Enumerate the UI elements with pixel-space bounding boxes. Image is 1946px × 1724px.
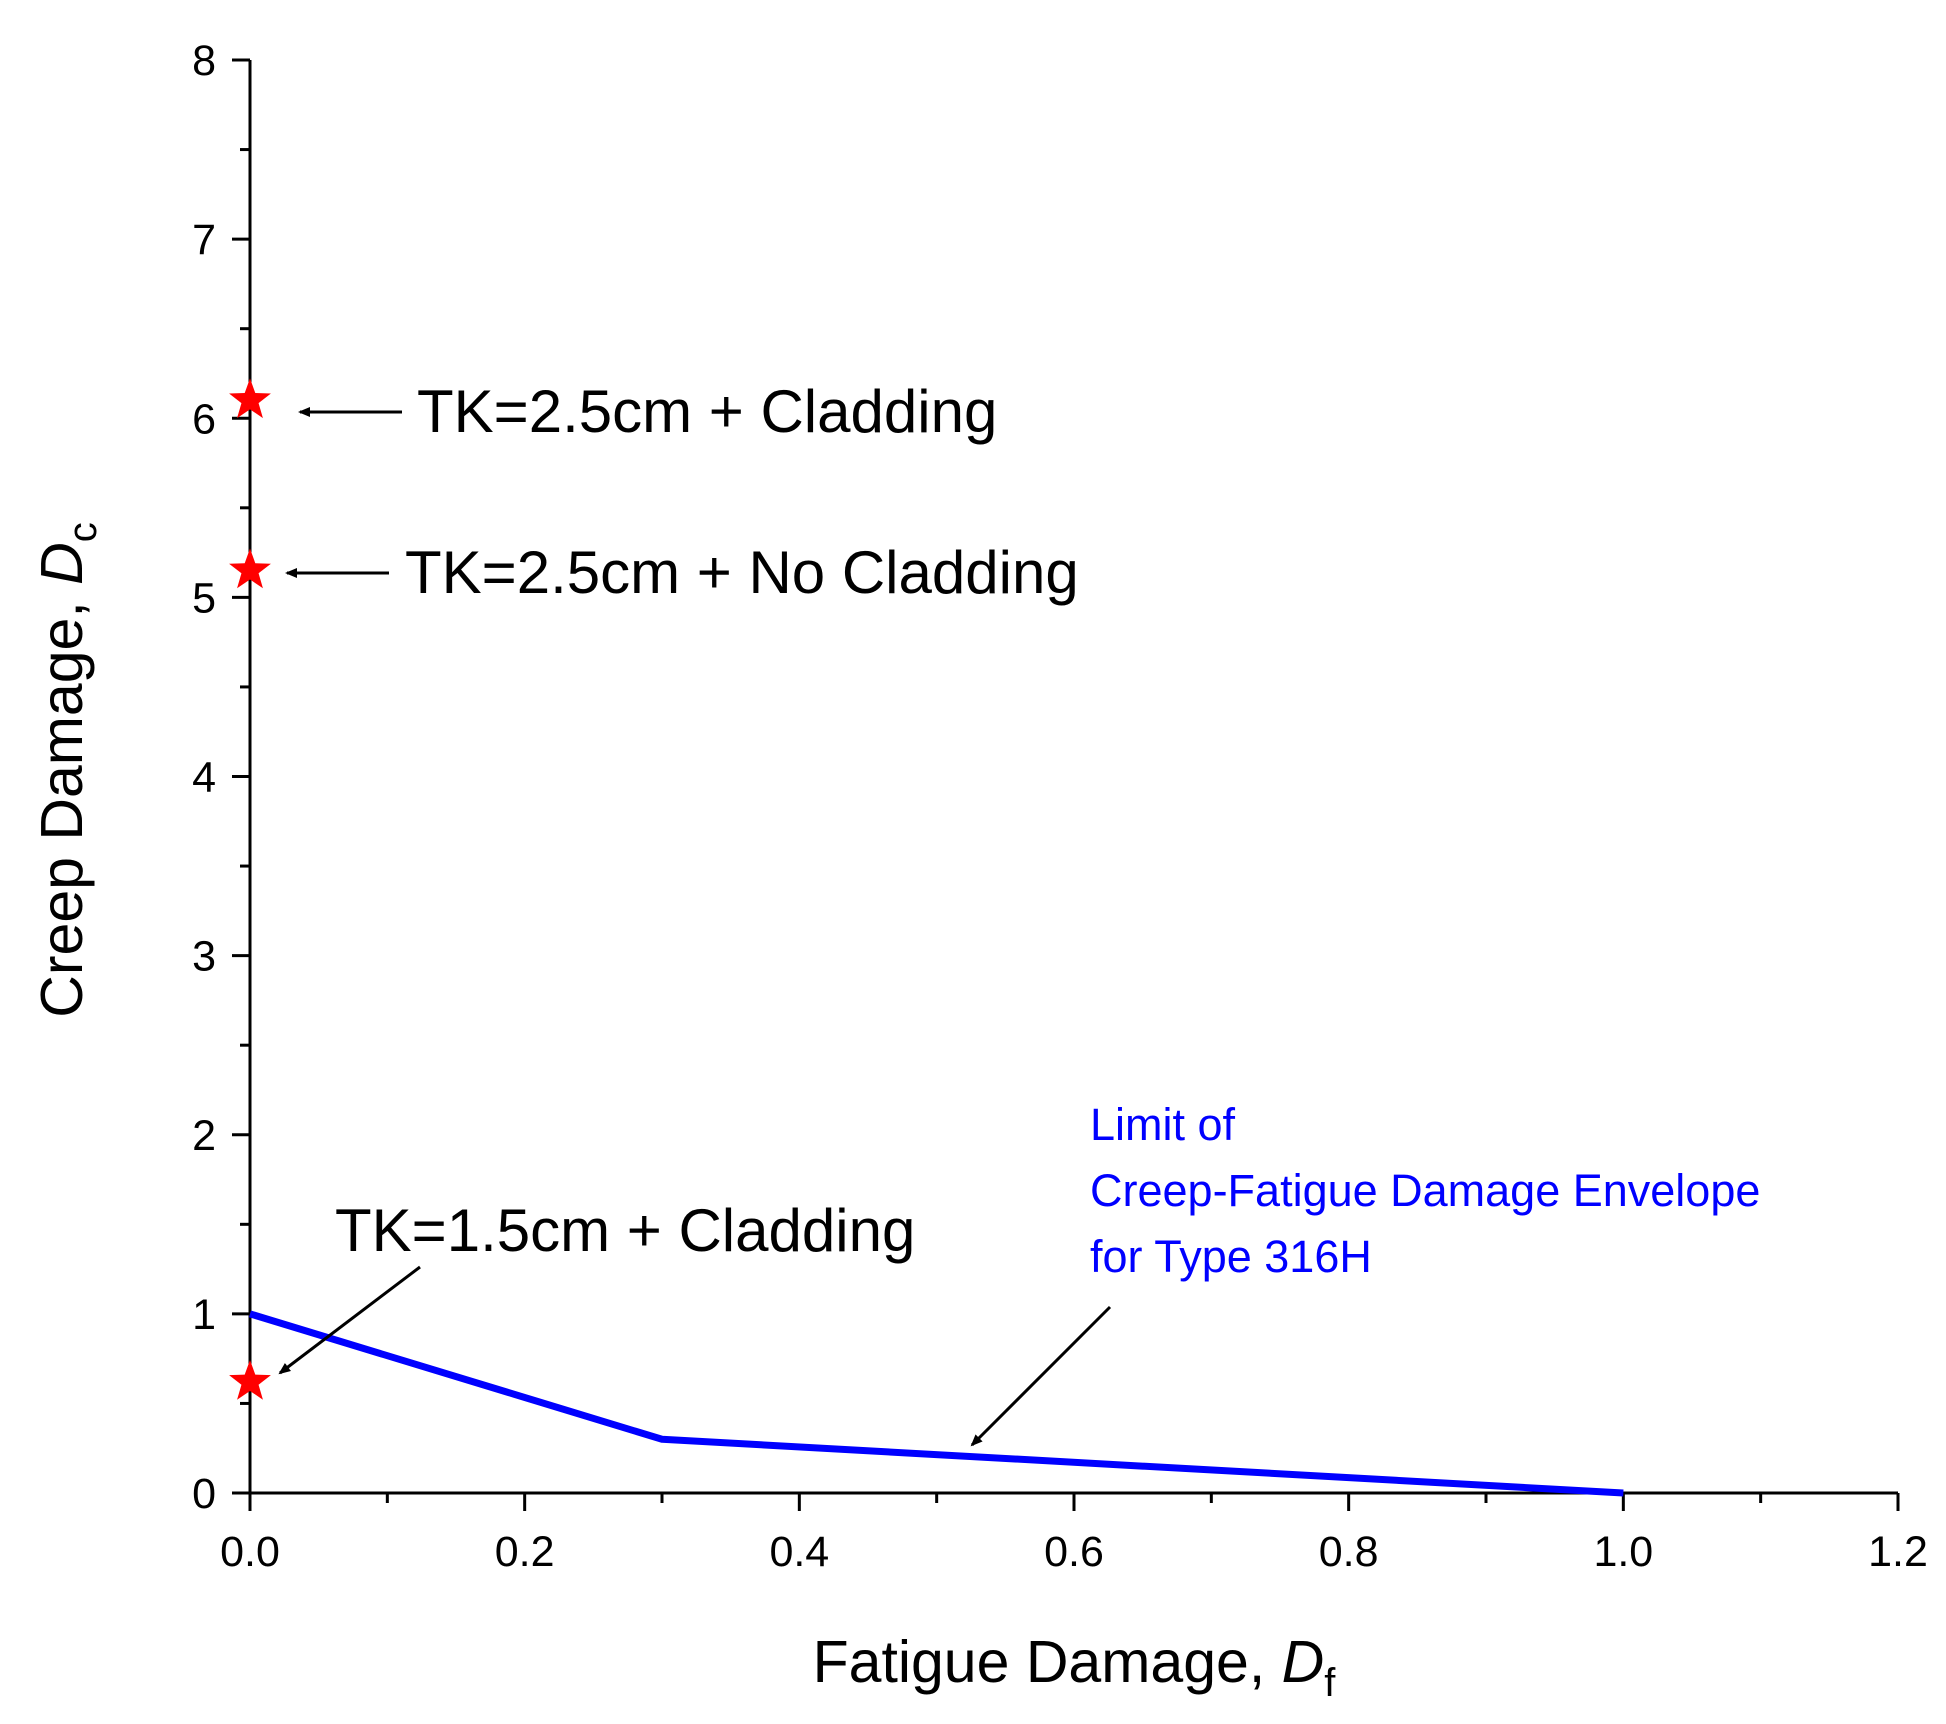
x-axis-title-subscript: f — [1324, 1661, 1336, 1705]
y-tick-label: 6 — [192, 395, 216, 443]
label-tk15-cladding: TK=1.5cm + Cladding — [335, 1197, 915, 1264]
y-tick-label: 5 — [192, 574, 216, 622]
x-axis-title-symbol: D — [1282, 1629, 1325, 1695]
y-tick-label: 8 — [192, 37, 216, 85]
x-tick-label: 1.2 — [1868, 1528, 1928, 1576]
star-markers — [229, 378, 271, 1400]
star-marker — [229, 1359, 271, 1400]
label-tk25-cladding: TK=2.5cm + Cladding — [417, 378, 997, 445]
envelope-label-line-2: Creep-Fatigue Damage Envelope — [1090, 1165, 1760, 1216]
y-axis-title: Creep Damage, Dc — [29, 522, 105, 1018]
x-tick-label: 0.4 — [769, 1528, 829, 1576]
star-marker — [229, 378, 271, 419]
y-axis-title-subscript: c — [61, 522, 105, 542]
y-axis-title-text: Creep Damage, — [29, 585, 95, 1018]
star-marker — [229, 548, 271, 589]
x-axis-title-text: Fatigue Damage, — [813, 1629, 1282, 1695]
y-tick-label: 4 — [192, 754, 216, 802]
arrow-cladding-15 — [278, 1265, 421, 1375]
y-axis-ticks: 0 1 2 3 4 5 6 7 8 — [192, 37, 250, 1518]
envelope-label-line-1: Limit of — [1090, 1099, 1236, 1150]
axes: 0.0 0.2 0.4 0.6 0.8 1.0 1.2 0 1 2 3 4 5 6 7 8 — [192, 37, 1928, 1576]
x-axis-ticks: 0.0 0.2 0.4 0.6 0.8 1.0 1.2 — [220, 1493, 1928, 1576]
y-tick-label: 1 — [192, 1291, 216, 1339]
y-tick-label: 3 — [192, 933, 216, 981]
label-tk25-no-cladding: TK=2.5cm + No Cladding — [405, 539, 1079, 606]
arrow-envelope — [970, 1305, 1112, 1447]
y-axis-title-symbol: D — [29, 542, 95, 585]
y-tick-label: 7 — [192, 216, 216, 264]
annotation-arrows — [278, 407, 1112, 1447]
envelope-label-line-3: for Type 316H — [1090, 1231, 1372, 1282]
y-tick-label: 2 — [192, 1112, 216, 1160]
envelope-line — [248, 1310, 1624, 1497]
x-tick-label: 1.0 — [1593, 1528, 1653, 1576]
x-tick-label: 0.8 — [1319, 1528, 1379, 1576]
x-tick-label: 0.0 — [220, 1528, 280, 1576]
x-axis-title: Fatigue Damage, Df — [813, 1629, 1337, 1705]
x-tick-label: 0.6 — [1044, 1528, 1104, 1576]
y-tick-label: 0 — [192, 1470, 216, 1518]
x-tick-label: 0.2 — [495, 1528, 555, 1576]
